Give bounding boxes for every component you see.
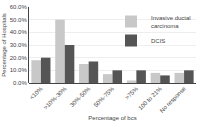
svg-text:30%-50%: 30%-50% bbox=[69, 85, 92, 108]
svg-text:Percentage of Hospitals: Percentage of Hospitals bbox=[1, 13, 7, 77]
svg-text:30.0%: 30.0% bbox=[10, 42, 28, 48]
svg-text:0.0%: 0.0% bbox=[13, 80, 27, 86]
svg-text:60.0%: 60.0% bbox=[10, 4, 28, 10]
svg-text:10.0%: 10.0% bbox=[10, 67, 28, 73]
svg-text:50.0%: 50.0% bbox=[10, 17, 28, 23]
svg-text:Percentage of bcs: Percentage of bcs bbox=[88, 115, 136, 121]
svg-text:No response: No response bbox=[159, 85, 188, 114]
svg-text:Invasive ductalcarcinoma: Invasive ductalcarcinoma bbox=[151, 15, 191, 29]
svg-text:>10%-30%: >10%-30% bbox=[42, 85, 68, 111]
svg-text:20.0%: 20.0% bbox=[10, 55, 28, 61]
svg-text:100 to 21%: 100 to 21% bbox=[137, 85, 163, 111]
svg-text:>75%: >75% bbox=[124, 85, 140, 101]
svg-text:DCIS: DCIS bbox=[151, 38, 165, 44]
svg-text:40.0%: 40.0% bbox=[10, 29, 28, 35]
svg-text:50%-75%: 50%-75% bbox=[93, 85, 116, 108]
svg-text:<10%: <10% bbox=[29, 85, 45, 101]
